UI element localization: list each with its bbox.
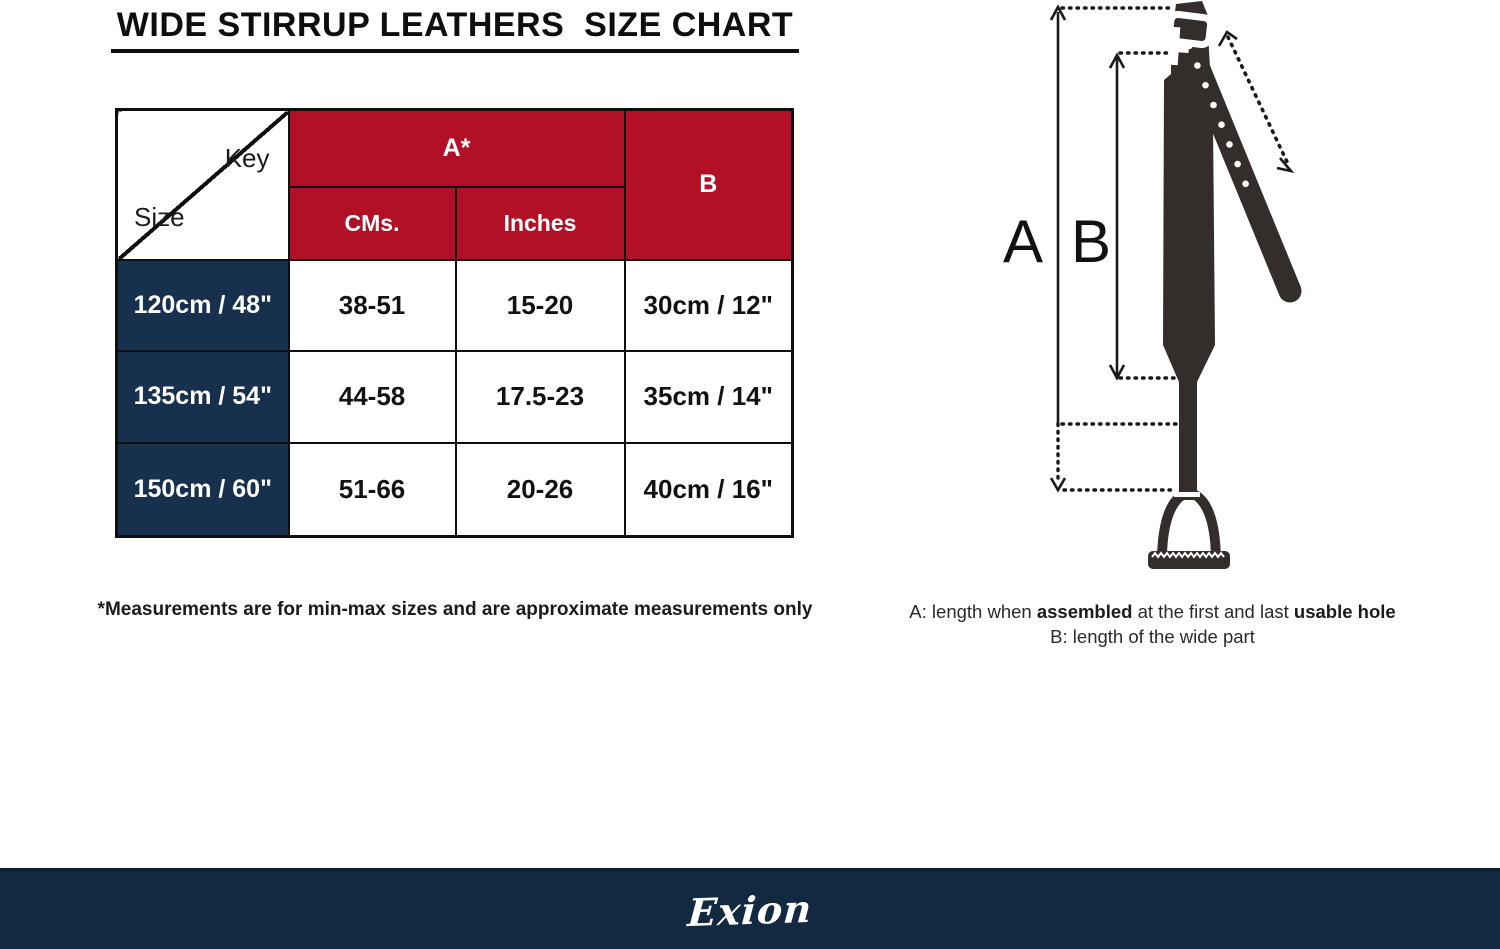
caption-a: A: length when assembled at the first an… — [895, 599, 1410, 624]
table-row: 150cm / 60" 51-66 20-26 40cm / 16" — [115, 441, 794, 538]
table-row: 120cm / 48" 38-51 15-20 30cm / 12" — [115, 258, 794, 352]
caption-a-bold-assembled: assembled — [1036, 601, 1133, 622]
row-cms-cell: 44-58 — [287, 349, 457, 444]
diagram-captions: A: length when assembled at the first an… — [895, 599, 1410, 649]
row-size-cell: 150cm / 60" — [115, 441, 290, 538]
header-inches: Inches — [454, 185, 626, 261]
corner-key-label: Key — [224, 143, 270, 173]
header-group-b: B — [623, 108, 794, 261]
header-cms: CMs. — [287, 185, 457, 261]
header-group-a: A* — [287, 108, 626, 188]
row-b-cell: 35cm / 14" — [623, 349, 794, 444]
row-size-cell: 120cm / 48" — [115, 258, 290, 352]
size-chart-table: Key Size A* B CMs. Inches 120cm / 48" 38… — [115, 108, 795, 538]
table-row: 135cm / 54" 44-58 17.5-23 35cm / 14" — [115, 349, 794, 444]
row-inches-cell: 20-26 — [454, 441, 626, 538]
caption-b: B: length of the wide part — [1050, 626, 1255, 647]
row-b-cell: 30cm / 12" — [623, 258, 794, 352]
punched-strap — [1171, 18, 1302, 303]
diagram-label-b: B — [1071, 208, 1111, 275]
row-inches-cell: 17.5-23 — [454, 349, 626, 444]
page-title: WIDE STIRRUP LEATHERS SIZE CHART — [110, 4, 800, 53]
caption-a-middle: at the first and last — [1132, 601, 1294, 622]
row-b-cell: 40cm / 16" — [623, 441, 794, 538]
brand-logo: Exion — [686, 885, 814, 935]
title-wrap: WIDE STIRRUP LEATHERS SIZE CHART — [0, 4, 910, 53]
measurements-footnote: *Measurements are for min-max sizes and … — [97, 599, 813, 620]
row-inches-cell: 15-20 — [454, 258, 626, 352]
caption-a-prefix: A: length when — [909, 601, 1037, 622]
row-cms-cell: 38-51 — [287, 258, 457, 352]
measure-arrow-a — [1049, 4, 1178, 493]
row-size-cell: 135cm / 54" — [115, 349, 290, 444]
corner-size-label: Size — [134, 201, 185, 232]
buckle-icon — [1165, 10, 1215, 66]
stirrup-leather-diagram: A B — [1003, 1, 1302, 569]
row-cms-cell: 51-66 — [287, 441, 457, 538]
stirrup-iron — [1148, 488, 1230, 569]
diagram-label-a: A — [1003, 208, 1043, 275]
caption-a-bold-usable-hole: usable hole — [1293, 601, 1396, 622]
measure-arrow-b — [1108, 51, 1180, 381]
footer-bar: Exion — [0, 868, 1500, 949]
strap-length-arrow — [1217, 30, 1295, 174]
corner-key-size-cell: Key Size — [115, 108, 290, 261]
